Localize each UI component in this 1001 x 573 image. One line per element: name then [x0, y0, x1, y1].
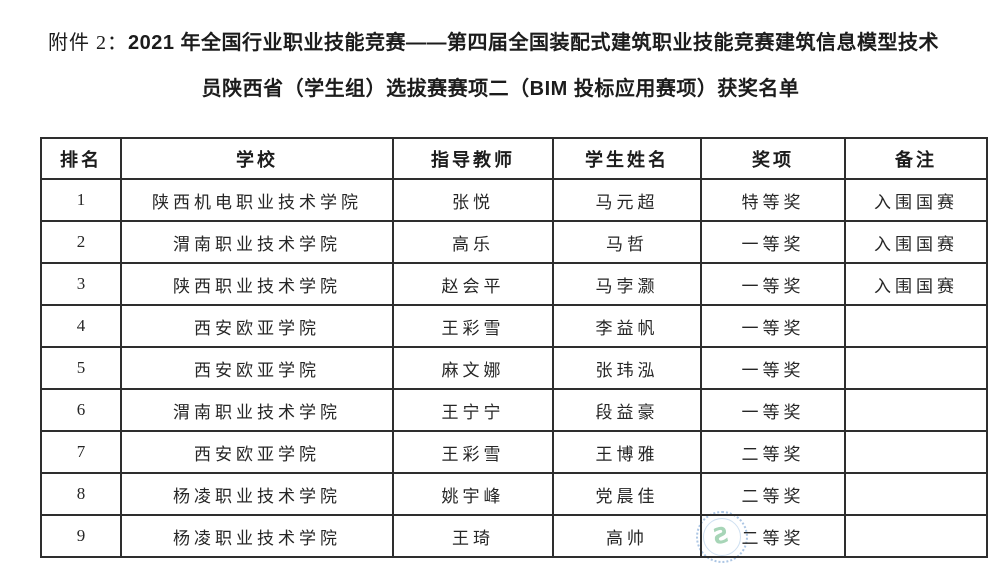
table-cell: 西安欧亚学院	[120, 346, 394, 390]
table-row: 6 渭南职业技术学院 王宁宁 段益豪 一等奖	[40, 388, 988, 432]
table-cell: 张玮泓	[552, 346, 702, 390]
column-header-3: 学生姓名	[552, 137, 702, 180]
table-cell: 马元超	[552, 178, 702, 222]
table-cell: 渭南职业技术学院	[120, 220, 394, 264]
table-cell: 渭南职业技术学院	[120, 388, 394, 432]
table-cell: 张悦	[392, 178, 554, 222]
table-cell: 一等奖	[700, 304, 846, 348]
table-cell: 入围国赛	[844, 220, 988, 264]
rank-cell: 9	[40, 514, 122, 558]
table-cell: 党晨佳	[552, 472, 702, 516]
title-text-line2: 员陕西省（学生组）选拔赛赛项二（BIM 投标应用赛项）获奖名单	[201, 78, 800, 100]
table-cell: 一等奖	[700, 220, 846, 264]
table-cell: 一等奖	[700, 262, 846, 306]
table-cell: 姚宇峰	[392, 472, 554, 516]
table-cell	[844, 304, 988, 348]
column-header-0: 排名	[40, 137, 122, 180]
column-header-2: 指导教师	[392, 137, 554, 180]
table-row: 2 渭南职业技术学院 高乐 马哲 一等奖 入围国赛	[40, 220, 988, 264]
table-row: 1 陕西机电职业技术学院 张悦 马元超 特等奖 入围国赛	[40, 178, 988, 222]
attachment-label: 附件 2：	[48, 32, 128, 54]
table-cell: 王彩雪	[392, 304, 554, 348]
rank-cell: 3	[40, 262, 122, 306]
table-row: 7 西安欧亚学院 王彩雪 王博雅 二等奖	[40, 430, 988, 474]
table-cell: 西安欧亚学院	[120, 430, 394, 474]
table-row: 3 陕西职业技术学院 赵会平 马孛灏 一等奖 入围国赛	[40, 262, 988, 306]
table-cell: 赵会平	[392, 262, 554, 306]
rank-cell: 8	[40, 472, 122, 516]
table-header-row: 排名 学校 指导教师 学生姓名 奖项 备注	[40, 137, 988, 180]
table-cell	[844, 388, 988, 432]
table-cell	[844, 514, 988, 558]
table-cell: 麻文娜	[392, 346, 554, 390]
table-cell: 王琦	[392, 514, 554, 558]
table-cell: 李益帆	[552, 304, 702, 348]
rank-cell: 1	[40, 178, 122, 222]
rank-cell: 6	[40, 388, 122, 432]
rank-cell: 2	[40, 220, 122, 264]
rank-cell: 5	[40, 346, 122, 390]
column-header-1: 学校	[120, 137, 394, 180]
table-cell: 西安欧亚学院	[120, 304, 394, 348]
table-cell: 一等奖	[700, 346, 846, 390]
table-cell: 高乐	[392, 220, 554, 264]
table-cell	[844, 472, 988, 516]
table-cell: 段益豪	[552, 388, 702, 432]
table-row: 9 杨凌职业技术学院 王琦 高帅 二等奖	[40, 514, 988, 558]
rank-cell: 4	[40, 304, 122, 348]
table-cell: 二等奖	[700, 514, 846, 558]
table-cell: 马孛灏	[552, 262, 702, 306]
table-cell: 陕西职业技术学院	[120, 262, 394, 306]
table-cell	[844, 430, 988, 474]
title-text-line1: 2021 年全国行业职业技能竞赛——第四届全国装配式建筑职业技能竞赛建筑信息模型…	[128, 32, 940, 54]
table-cell: 二等奖	[700, 430, 846, 474]
table-cell: 特等奖	[700, 178, 846, 222]
table-cell: 马哲	[552, 220, 702, 264]
title-line-1: 附件 2：2021 年全国行业职业技能竞赛——第四届全国装配式建筑职业技能竞赛建…	[0, 20, 1001, 66]
table-cell: 王彩雪	[392, 430, 554, 474]
table-cell: 入围国赛	[844, 178, 988, 222]
rank-cell: 7	[40, 430, 122, 474]
document-title: 附件 2：2021 年全国行业职业技能竞赛——第四届全国装配式建筑职业技能竞赛建…	[0, 20, 1001, 112]
table-cell: 高帅	[552, 514, 702, 558]
column-header-4: 奖项	[700, 137, 846, 180]
column-header-5: 备注	[844, 137, 988, 180]
table-cell: 杨凌职业技术学院	[120, 472, 394, 516]
table-cell: 二等奖	[700, 472, 846, 516]
award-results-table: 排名 学校 指导教师 学生姓名 奖项 备注 1 陕西机电职业技术学院 张悦 马元超 特等奖 入围国赛…	[40, 137, 988, 558]
table-cell	[844, 346, 988, 390]
table-cell: 杨凌职业技术学院	[120, 514, 394, 558]
award-table-body: 1 陕西机电职业技术学院 张悦 马元超 特等奖 入围国赛 2 渭南职业技术学院 高乐 马哲 一等奖入…	[40, 178, 988, 558]
table-cell: 王博雅	[552, 430, 702, 474]
table-row: 8 杨凌职业技术学院 姚宇峰 党晨佳 二等奖	[40, 472, 988, 516]
table-cell: 一等奖	[700, 388, 846, 432]
table-cell: 王宁宁	[392, 388, 554, 432]
table-row: 4 西安欧亚学院 王彩雪 李益帆 一等奖	[40, 304, 988, 348]
table-cell: 入围国赛	[844, 262, 988, 306]
table-row: 5 西安欧亚学院 麻文娜 张玮泓 一等奖	[40, 346, 988, 390]
table-cell: 陕西机电职业技术学院	[120, 178, 394, 222]
